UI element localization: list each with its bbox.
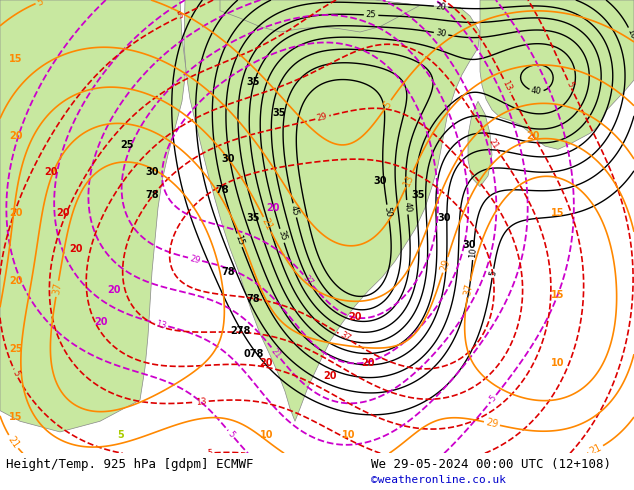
Text: 278: 278 [231,326,251,336]
Text: 5: 5 [564,80,575,89]
Text: 50: 50 [383,206,393,218]
Text: 10: 10 [469,247,478,258]
Text: 40: 40 [531,86,542,97]
Polygon shape [468,101,492,187]
Text: 15: 15 [9,412,23,422]
Text: 78: 78 [221,267,235,277]
Text: 13: 13 [155,319,167,330]
Text: 21: 21 [486,137,500,150]
Text: 20: 20 [9,208,23,218]
Text: 10: 10 [551,358,565,368]
Text: 35: 35 [247,213,261,222]
Text: 20: 20 [56,208,70,218]
Polygon shape [184,0,480,421]
Text: 5: 5 [117,430,124,440]
Text: 37: 37 [463,282,475,296]
Polygon shape [22,372,38,392]
Text: 78: 78 [215,185,229,196]
Polygon shape [0,0,186,432]
Text: 21: 21 [588,442,604,457]
Text: 20: 20 [69,245,83,254]
Polygon shape [480,0,634,149]
Text: 15: 15 [9,54,23,64]
Text: 078: 078 [243,348,264,359]
Text: 35: 35 [247,76,261,87]
Text: 13: 13 [402,172,417,188]
Text: 5: 5 [207,448,213,458]
Text: 35: 35 [272,108,286,118]
Text: 30: 30 [437,213,451,222]
Text: 30: 30 [435,28,447,39]
Text: 20: 20 [259,358,273,368]
Text: 20: 20 [9,276,23,286]
Text: 5: 5 [382,99,394,110]
Text: We 29-05-2024 00:00 UTC (12+108): We 29-05-2024 00:00 UTC (12+108) [371,458,611,471]
Text: 45: 45 [289,204,301,217]
Text: 5: 5 [36,0,45,7]
Text: 37: 37 [51,282,63,296]
Text: 21: 21 [260,217,275,232]
Text: 21: 21 [269,346,283,360]
Text: 5: 5 [226,429,236,439]
Text: 5: 5 [488,394,498,403]
Text: Height/Temp. 925 hPa [gdpm] ECMWF: Height/Temp. 925 hPa [gdpm] ECMWF [6,458,254,471]
Text: 13: 13 [196,397,207,407]
Text: 5: 5 [177,11,185,21]
Text: 15: 15 [551,208,565,218]
Text: 25: 25 [366,10,377,20]
Text: 15: 15 [233,234,245,247]
Text: 20: 20 [9,131,23,141]
Text: 30: 30 [145,167,159,177]
Text: 10: 10 [625,27,634,41]
Text: 10: 10 [342,430,356,440]
Text: 40: 40 [403,201,412,213]
Text: 29: 29 [439,257,452,272]
Text: 15: 15 [551,290,565,299]
Text: 29: 29 [189,254,201,265]
Text: 20: 20 [526,131,540,141]
Text: 37: 37 [301,273,315,287]
Text: 20: 20 [323,371,337,381]
Polygon shape [220,0,420,32]
Text: 20: 20 [361,358,375,368]
Text: 29: 29 [316,112,328,123]
Text: 21: 21 [6,434,21,450]
Text: 29: 29 [485,417,499,430]
Text: 25: 25 [120,140,134,150]
Text: 20: 20 [107,285,121,295]
Text: 30: 30 [373,176,387,186]
Text: 35: 35 [411,190,425,200]
Text: 20: 20 [436,2,446,12]
Text: 35: 35 [276,229,288,242]
Text: 10: 10 [259,430,273,440]
Text: 5: 5 [488,270,498,277]
Text: 78: 78 [145,190,159,200]
Text: 5: 5 [11,369,21,378]
Text: 20: 20 [266,203,280,214]
Text: 30: 30 [221,154,235,164]
Text: 30: 30 [462,240,476,250]
Text: 20: 20 [348,312,362,322]
Text: 13: 13 [500,78,513,92]
Text: 25: 25 [9,344,23,354]
Text: 20: 20 [44,167,58,177]
Text: 37: 37 [338,330,352,344]
Text: 78: 78 [247,294,261,304]
Text: ©weatheronline.co.uk: ©weatheronline.co.uk [371,475,506,485]
Text: 20: 20 [94,317,108,327]
